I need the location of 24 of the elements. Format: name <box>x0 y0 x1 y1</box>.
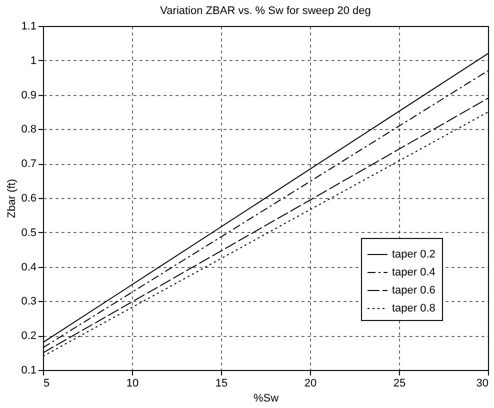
y-tick-label: 0.7 <box>21 158 36 170</box>
y-tick-label: 0.9 <box>21 89 36 102</box>
chart-title: Variation ZBAR vs. % Sw for sweep 20 deg <box>160 5 371 17</box>
x-tick-label: 5 <box>44 378 50 390</box>
y-tick-label: 0.5 <box>21 226 36 239</box>
x-tick-label: 20 <box>304 378 317 390</box>
x-tick-label: 30 <box>476 378 488 390</box>
x-axis-title: %Sw <box>253 392 279 404</box>
x-tick-label: 10 <box>126 378 139 390</box>
legend-label: taper 0.8 <box>392 302 436 314</box>
x-tick-label: 25 <box>393 378 406 390</box>
y-axis-title: Zbar (ft) <box>6 178 18 218</box>
y-tick-label: 0.2 <box>21 330 36 342</box>
y-tick-label: 0.3 <box>21 296 36 308</box>
x-tick-label: 15 <box>215 378 228 390</box>
y-tick-label: 0.4 <box>21 261 36 274</box>
y-tick-label: 0.6 <box>21 192 36 204</box>
legend-label: taper 0.4 <box>392 266 436 278</box>
y-tick-label: 0.8 <box>21 124 36 136</box>
legend-label: taper 0.2 <box>392 248 436 260</box>
legend-label: taper 0.6 <box>392 284 436 296</box>
y-tick-label: 0.1 <box>21 364 36 376</box>
y-tick-label: 1.1 <box>21 20 36 32</box>
y-tick-label: 1 <box>30 54 36 67</box>
